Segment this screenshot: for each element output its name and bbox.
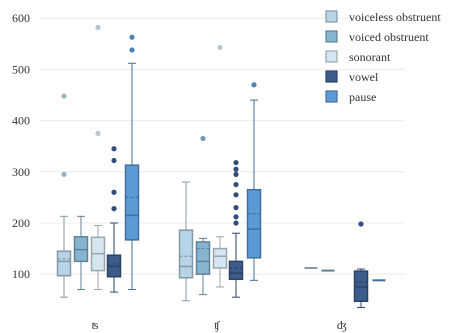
box — [178, 229, 194, 279]
outlier-point — [233, 214, 239, 220]
box-group — [106, 146, 122, 293]
outlier-point — [129, 47, 135, 53]
y-axis-ticks: 100 200 300 400 500 600 — [12, 11, 30, 281]
legend-item: voiceless obstruent — [325, 10, 441, 24]
box-group — [195, 135, 211, 296]
box — [212, 247, 228, 269]
y-gridlines — [40, 17, 405, 275]
box-group — [73, 215, 89, 291]
box-groups — [56, 24, 386, 308]
y-tick-label: 600 — [12, 11, 30, 25]
box-group — [246, 82, 262, 281]
outlier-point — [358, 221, 364, 227]
box-group — [90, 24, 106, 291]
box-group — [212, 44, 228, 288]
box — [195, 241, 211, 275]
x-tick-label: ʦ — [92, 318, 99, 332]
y-tick-label: 500 — [12, 62, 30, 76]
box-group — [56, 93, 72, 298]
outlier-point — [233, 220, 239, 226]
outlier-point — [233, 159, 239, 166]
box — [56, 250, 72, 277]
outlier-point — [111, 157, 117, 164]
outlier-point — [233, 205, 239, 211]
legend-swatch — [325, 10, 338, 23]
box-group — [124, 34, 140, 291]
legend-swatch — [325, 70, 338, 83]
y-tick-label: 300 — [12, 165, 30, 179]
box — [353, 270, 369, 303]
legend-label: pause — [349, 90, 376, 104]
legend-item: voiced obstruent — [325, 30, 429, 44]
outlier-point — [129, 34, 135, 40]
legend-item: sonorant — [325, 50, 391, 64]
x-tick-label: ʧ — [214, 318, 220, 332]
box — [124, 164, 140, 241]
box — [228, 260, 244, 281]
legend-label: vowel — [349, 70, 379, 84]
outlier-point — [251, 82, 257, 88]
legend-label: sonorant — [349, 50, 391, 64]
box — [246, 188, 262, 259]
outlier-point — [217, 44, 223, 51]
legend-item: vowel — [325, 70, 379, 84]
outlier-point — [200, 135, 206, 142]
box-group — [353, 221, 369, 308]
outlier-point — [233, 181, 239, 188]
outlier-point — [111, 189, 117, 195]
outlier-point — [95, 24, 101, 31]
outlier-point — [95, 130, 101, 137]
outlier-point — [233, 171, 239, 177]
legend: voiceless obstruent voiced obstruent sonor… — [325, 10, 441, 104]
legend-swatch — [325, 90, 338, 103]
legend-swatch — [325, 30, 338, 43]
y-tick-label: 100 — [12, 267, 30, 281]
y-tick-label: 400 — [12, 114, 30, 128]
legend-label: voiced obstruent — [349, 30, 429, 44]
box-group — [178, 181, 194, 302]
box-group — [228, 159, 244, 298]
outlier-point — [111, 206, 117, 212]
legend-label: voiceless obstruent — [349, 10, 441, 24]
y-tick-label: 200 — [12, 216, 30, 230]
outlier-point — [61, 93, 67, 99]
x-tick-label: ʤ — [337, 318, 347, 332]
outlier-point — [233, 166, 239, 172]
legend-swatch — [325, 50, 338, 63]
outlier-point — [61, 171, 67, 177]
legend-item: pause — [325, 90, 376, 104]
outlier-point — [111, 146, 117, 152]
outlier-point — [233, 192, 239, 198]
